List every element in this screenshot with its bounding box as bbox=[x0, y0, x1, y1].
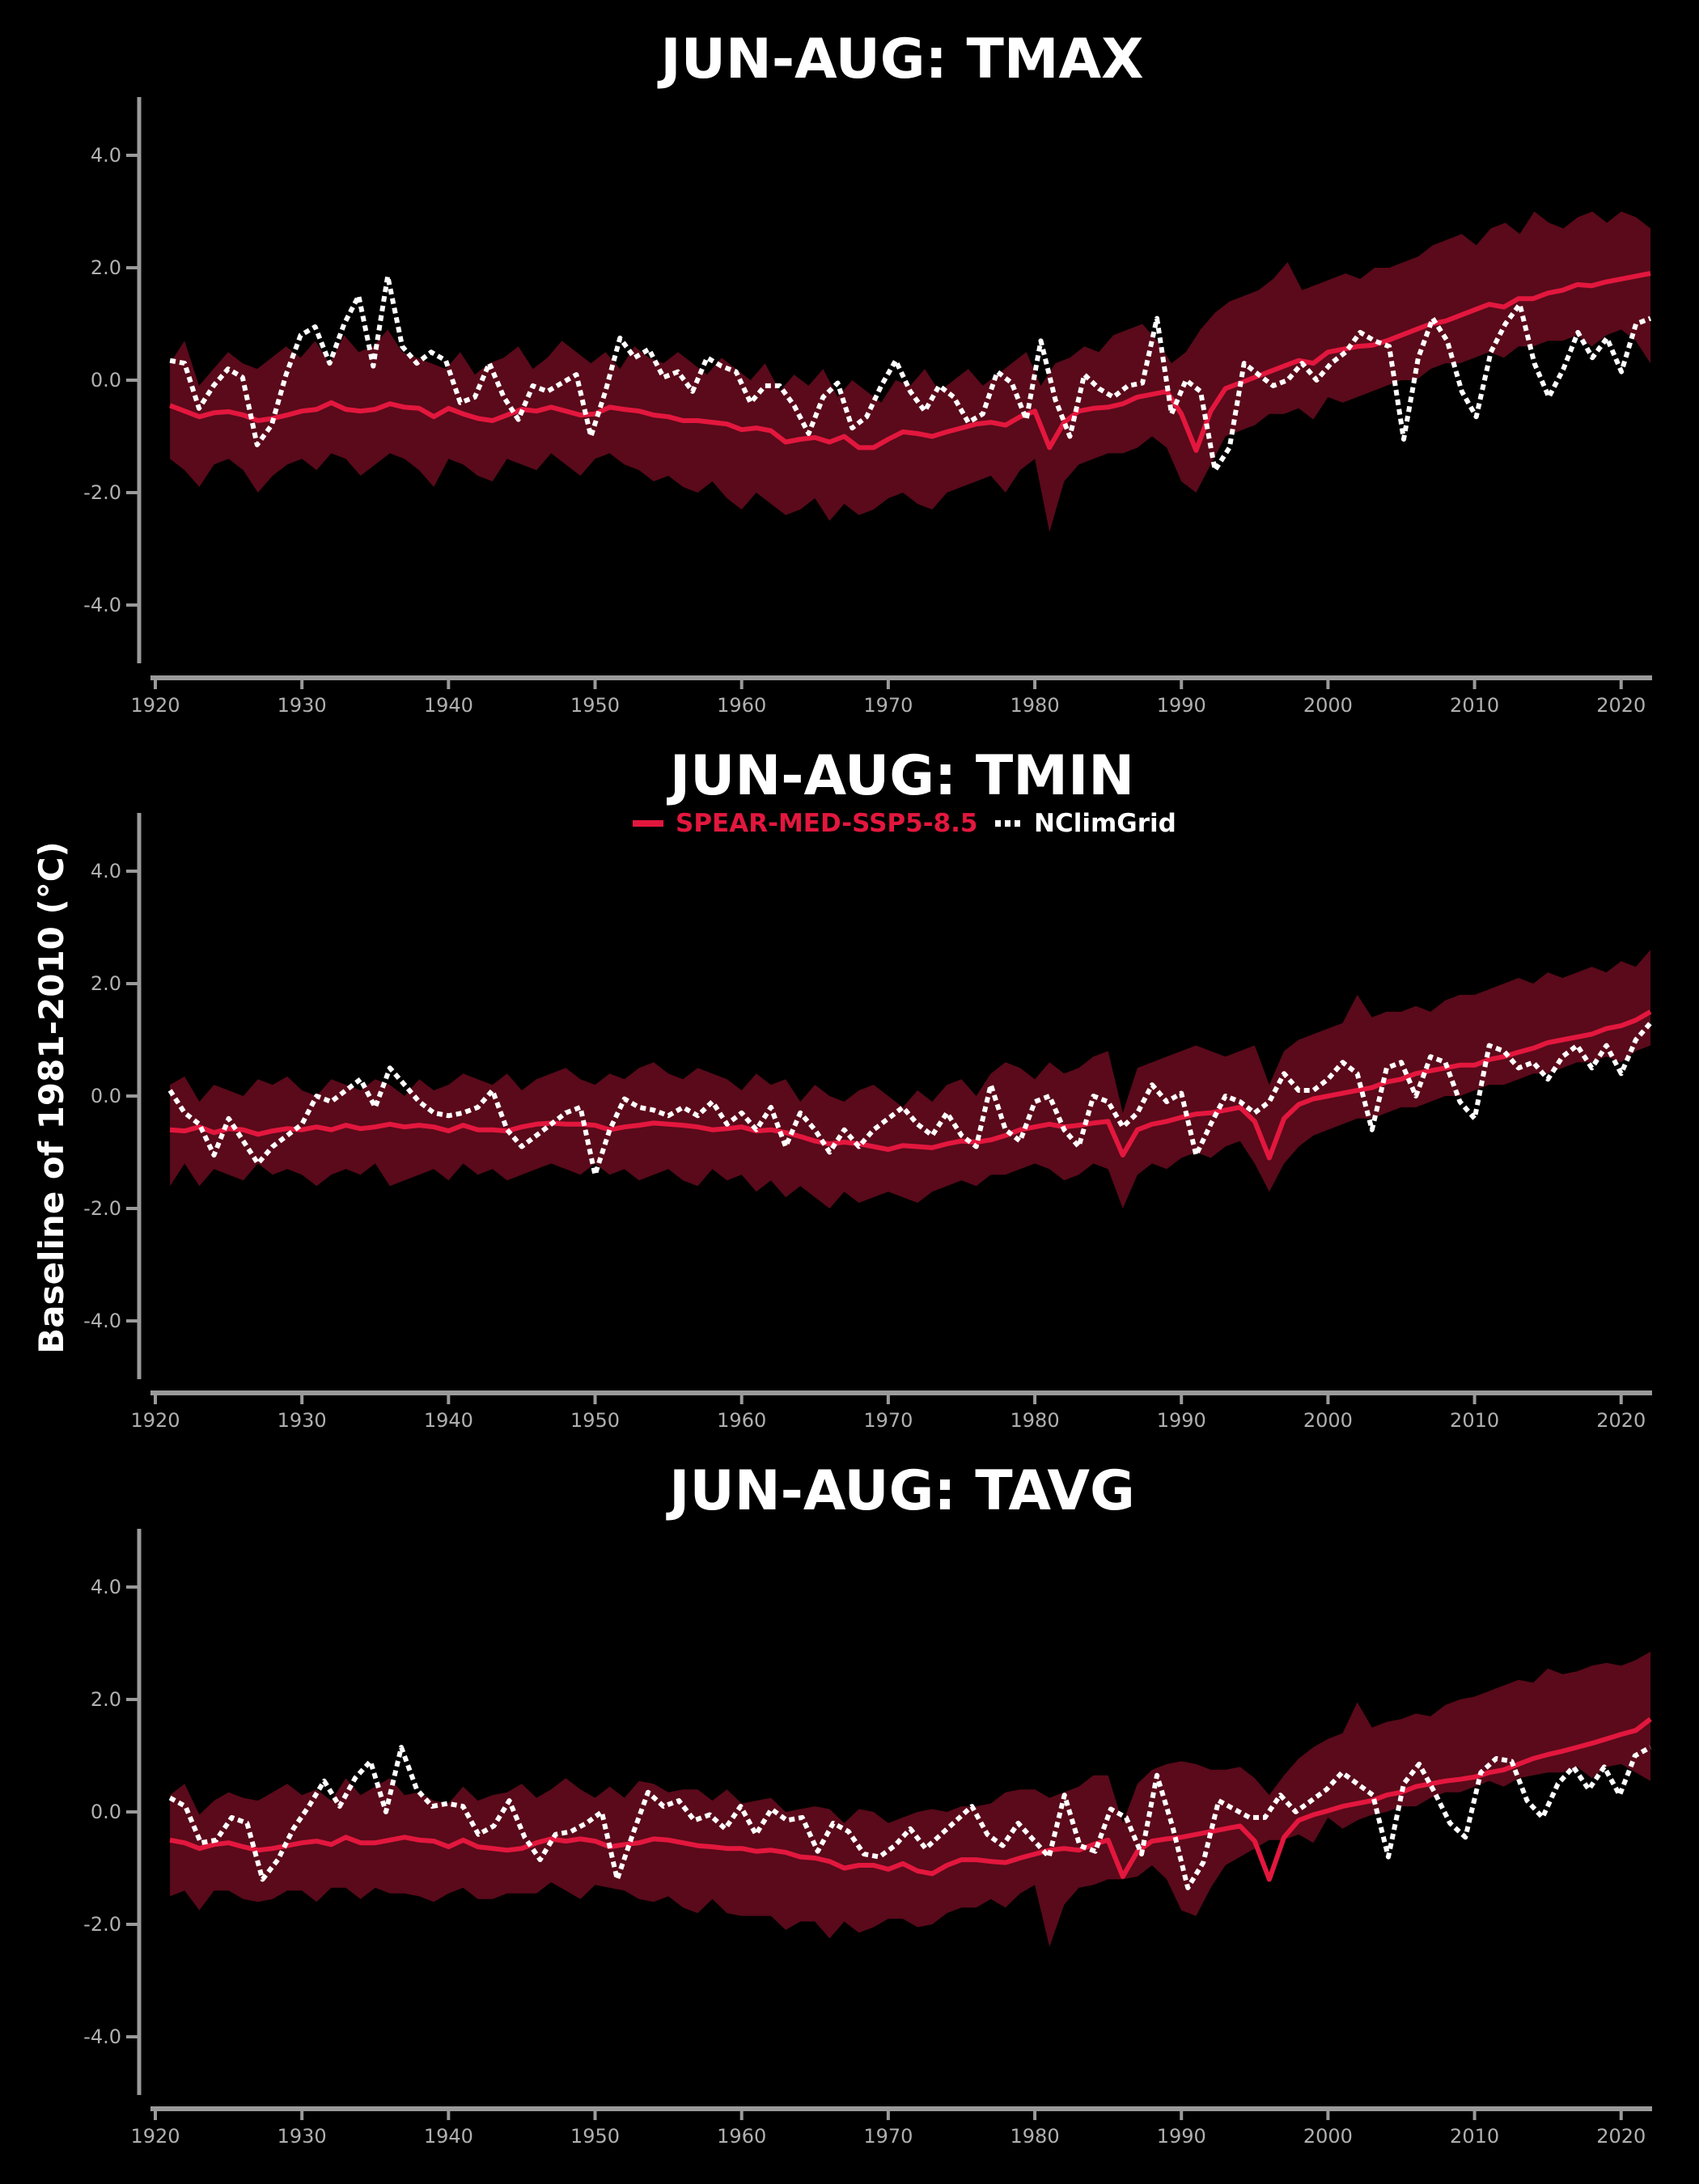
x-tick-label-tavg: 2010 bbox=[1450, 2125, 1499, 2148]
series-line-nclimgrid-tavg bbox=[168, 1745, 1652, 1890]
ensemble-band-tmax bbox=[170, 211, 1651, 532]
x-tick-label-tavg: 2020 bbox=[1596, 2125, 1646, 2148]
y-tick-label-tavg: 0.0 bbox=[91, 1801, 121, 1823]
x-tick-label-tavg: 2000 bbox=[1303, 2125, 1353, 2148]
y-tick-label-tmax: -4.0 bbox=[83, 594, 121, 616]
plot-area: 4.0 2.0 0.0 -2.0 -4.0 1920 1930 1940 1950 1960 197… bbox=[83, 97, 1653, 2148]
x-tick-label-tmax: 2000 bbox=[1303, 694, 1353, 717]
x-tick-label-tmin: 1980 bbox=[1011, 1409, 1060, 1432]
y-axis-label: Baseline of 1981-2010 (°C) bbox=[32, 841, 71, 1353]
panel-tavg: 4.0 2.0 0.0 -2.0 -4.0 1920 1930 1940 1950 1960 197… bbox=[83, 1529, 1652, 2148]
legend: SPEAR-MED-SSP5-8.5 NClimGrid bbox=[633, 809, 1176, 838]
x-tick-label-tmin: 1970 bbox=[863, 1409, 913, 1432]
panel-tmin: 4.0 2.0 0.0 -2.0 -4.0 1920 1930 1940 1950 1960 197… bbox=[83, 813, 1653, 1432]
x-tick-label-tavg: 1920 bbox=[130, 2125, 180, 2148]
x-tick-label-tmax: 1920 bbox=[130, 694, 180, 717]
series-line-spear-tmin bbox=[169, 1009, 1652, 1161]
y-tick-label-tmax: 0.0 bbox=[91, 369, 121, 392]
panel-title-tmax: JUN-AUG: TMAX bbox=[657, 28, 1143, 91]
ensemble-band-tmin bbox=[170, 950, 1651, 1208]
ensemble-band-tavg bbox=[170, 1651, 1651, 1947]
x-tick-label-tmax: 2020 bbox=[1596, 694, 1646, 717]
x-tick-label-tmax: 1980 bbox=[1011, 694, 1060, 717]
y-tick-label-tmax: 4.0 bbox=[91, 144, 121, 167]
y-tick-label-tmin: -2.0 bbox=[83, 1197, 121, 1220]
panel-tmax: 4.0 2.0 0.0 -2.0 -4.0 1920 1930 1940 1950 1960 197… bbox=[83, 97, 1652, 717]
x-tick-label-tmin: 2020 bbox=[1596, 1409, 1646, 1432]
x-tick-label-tmin: 2000 bbox=[1303, 1409, 1353, 1432]
y-tick-label-tavg: 2.0 bbox=[91, 1688, 121, 1711]
x-tick-label-tmin: 2010 bbox=[1450, 1409, 1499, 1432]
x-tick-label-tmax: 1970 bbox=[863, 694, 913, 717]
x-tick-label-tavg: 1970 bbox=[863, 2125, 913, 2148]
x-tick-label-tmin: 1940 bbox=[424, 1409, 473, 1432]
x-tick-label-tavg: 1940 bbox=[424, 2125, 473, 2148]
x-tick-label-tavg: 1980 bbox=[1011, 2125, 1060, 2148]
x-tick-label-tmax: 2010 bbox=[1450, 694, 1499, 717]
panel-title-tmin: JUN-AUG: TMIN bbox=[667, 744, 1134, 808]
x-tick-label-tavg: 1990 bbox=[1157, 2125, 1206, 2148]
y-tick-label-tavg: -4.0 bbox=[83, 2025, 121, 2048]
x-tick-label-tmax: 1930 bbox=[278, 694, 327, 717]
x-tick-label-tmin: 1950 bbox=[570, 1409, 620, 1432]
series-line-spear-tmax bbox=[169, 271, 1651, 453]
x-tick-label-tavg: 1930 bbox=[278, 2125, 327, 2148]
y-tick-label-tmin: -4.0 bbox=[83, 1310, 121, 1332]
x-tick-label-tmax: 1950 bbox=[570, 694, 620, 717]
y-tick-label-tmin: 2.0 bbox=[91, 972, 121, 995]
y-tick-label-tavg: 4.0 bbox=[91, 1576, 121, 1598]
y-tick-label-tmin: 4.0 bbox=[91, 860, 121, 882]
y-tick-label-tmin: 0.0 bbox=[91, 1085, 121, 1107]
x-tick-label-tmin: 1990 bbox=[1157, 1409, 1206, 1432]
x-tick-label-tmax: 1960 bbox=[717, 694, 766, 717]
panel-title-tavg: JUN-AUG: TAVG bbox=[666, 1459, 1135, 1523]
y-tick-label-tavg: -2.0 bbox=[83, 1913, 121, 1936]
y-tick-label-tmax: 2.0 bbox=[91, 256, 121, 279]
x-tick-label-tmax: 1940 bbox=[424, 694, 473, 717]
x-tick-label-tmin: 1930 bbox=[278, 1409, 327, 1432]
series-line-nclimgrid-tmin bbox=[167, 1021, 1653, 1178]
legend-label-spear: SPEAR-MED-SSP5-8.5 bbox=[676, 809, 977, 838]
x-tick-label-tmax: 1990 bbox=[1157, 694, 1206, 717]
x-tick-label-tmin: 1960 bbox=[717, 1409, 766, 1432]
series-line-nclimgrid-tmax bbox=[169, 273, 1652, 473]
x-tick-label-tmin: 1920 bbox=[130, 1409, 180, 1432]
x-tick-label-tavg: 1950 bbox=[570, 2125, 620, 2148]
legend-label-nclimgrid: NClimGrid bbox=[1034, 809, 1176, 838]
x-tick-label-tavg: 1960 bbox=[717, 2125, 766, 2148]
y-tick-label-tmax: -2.0 bbox=[83, 481, 121, 504]
